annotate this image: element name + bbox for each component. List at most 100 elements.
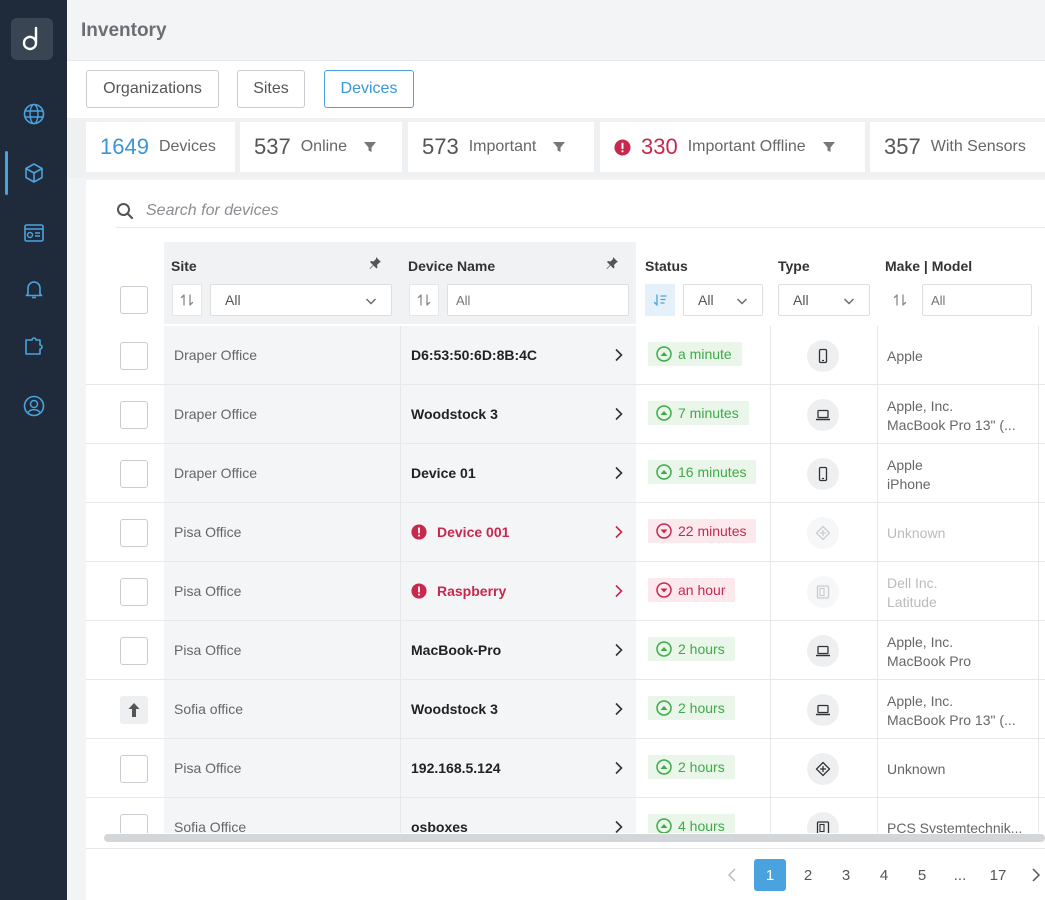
type-filter-select[interactable]: All xyxy=(778,284,870,316)
table-row[interactable]: Pisa Office Device 001 22 minutes Unknown xyxy=(86,503,1045,562)
site-cell: Draper Office xyxy=(174,465,257,481)
column-header-device-name[interactable]: Device Name xyxy=(408,258,496,274)
page-button[interactable]: 2 xyxy=(803,866,813,884)
sort-icon xyxy=(180,294,194,306)
table-row[interactable]: Pisa Office Raspberry an hour Dell Inc. Lati… xyxy=(86,562,1045,621)
chevron-left-icon xyxy=(727,868,736,882)
filter-icon[interactable] xyxy=(363,140,377,154)
stat-important-offline[interactable]: 330 Important Offline xyxy=(600,122,865,172)
row-checkbox[interactable] xyxy=(120,401,148,429)
table-row[interactable]: Pisa Office MacBook-Pro 2 hours Apple, Inc.… xyxy=(86,621,1045,680)
row-checkbox[interactable] xyxy=(120,637,148,665)
page-button[interactable]: 3 xyxy=(841,866,851,884)
devices-card: Site All Device Name Status All Type All… xyxy=(86,180,1045,900)
pagination: 1 2 3 4 5 ... 17 xyxy=(86,848,1045,900)
column-header-make-model[interactable]: Make | Model xyxy=(885,258,973,274)
page-button[interactable]: 4 xyxy=(879,866,889,884)
sort-desc-icon xyxy=(653,294,667,306)
sidebar-item-alerts[interactable] xyxy=(0,267,67,311)
tab-devices[interactable]: Devices xyxy=(324,70,414,108)
page-button[interactable]: 5 xyxy=(917,866,927,884)
column-header-type[interactable]: Type xyxy=(778,258,810,274)
page-button[interactable]: 17 xyxy=(989,866,1007,884)
sort-status-button[interactable] xyxy=(645,284,675,316)
page-button[interactable]: 1 xyxy=(754,859,786,891)
sort-device-name-button[interactable] xyxy=(409,284,439,316)
table-row[interactable]: Draper Office Woodstock 3 7 minutes Apple, … xyxy=(86,385,1045,444)
make-filter-input[interactable] xyxy=(922,284,1032,316)
chevron-right-icon[interactable] xyxy=(614,702,624,716)
device-name-cell[interactable]: 192.168.5.124 xyxy=(411,760,501,776)
status-text: 2 hours xyxy=(678,700,725,716)
pin-icon[interactable] xyxy=(605,256,619,270)
chevron-right-icon[interactable] xyxy=(614,466,624,480)
stat-label: Devices xyxy=(158,138,216,155)
row-checkbox[interactable] xyxy=(120,460,148,488)
status-filter-select[interactable]: All xyxy=(683,284,763,316)
prev-page-button[interactable] xyxy=(716,859,748,891)
table-row[interactable]: Draper Office Device 01 16 minutes Apple iPh… xyxy=(86,444,1045,503)
sort-site-button[interactable] xyxy=(172,284,202,316)
stat-online[interactable]: 537 Online xyxy=(240,122,402,172)
pin-icon[interactable] xyxy=(368,256,382,270)
tab-organizations[interactable]: Organizations xyxy=(86,70,219,108)
sidebar-item-account[interactable] xyxy=(0,384,67,428)
column-header-site[interactable]: Site xyxy=(171,258,197,274)
user-circle-icon xyxy=(23,395,44,417)
device-name-cell[interactable]: Device 01 xyxy=(411,465,476,481)
row-checkbox[interactable] xyxy=(120,342,148,370)
app-logo[interactable] xyxy=(11,18,53,60)
status-text: 7 minutes xyxy=(678,405,739,421)
stat-important[interactable]: 573 Important xyxy=(408,122,594,172)
row-checkbox[interactable] xyxy=(120,519,148,547)
device-name-cell[interactable]: MacBook-Pro xyxy=(411,642,501,658)
device-name-text: D6:53:50:6D:8B:4C xyxy=(411,347,538,363)
row-checkbox[interactable] xyxy=(120,755,148,783)
table-row[interactable]: Sofia Office osboxes 4 hours PCS Systemtech… xyxy=(86,798,1045,833)
site-filter-select[interactable]: All xyxy=(210,284,392,316)
stat-label: Important Offline xyxy=(687,138,806,155)
sidebar-item-globe[interactable] xyxy=(0,92,67,136)
table-row[interactable]: Pisa Office 192.168.5.124 2 hours Unknown xyxy=(86,739,1045,798)
cubes-icon xyxy=(24,163,43,183)
chevron-right-icon[interactable] xyxy=(614,348,624,362)
chevron-right-icon[interactable] xyxy=(614,407,624,421)
chevron-right-icon[interactable] xyxy=(614,584,624,598)
device-name-filter-input[interactable] xyxy=(447,284,629,316)
horizontal-scrollbar[interactable] xyxy=(104,834,1045,842)
sidebar-item-inventory[interactable] xyxy=(0,151,67,195)
device-name-cell[interactable]: Woodstock 3 xyxy=(411,406,498,422)
device-type-badge xyxy=(807,458,839,490)
sidebar-item-dashboard[interactable] xyxy=(0,211,67,255)
chevron-right-icon[interactable] xyxy=(614,820,624,833)
device-name-cell[interactable]: Raspberry xyxy=(411,583,506,599)
device-name-cell[interactable]: D6:53:50:6D:8B:4C xyxy=(411,347,537,363)
chevron-right-icon[interactable] xyxy=(614,525,624,539)
tab-sites[interactable]: Sites xyxy=(237,70,305,108)
sidebar-item-integrations[interactable] xyxy=(0,325,67,369)
upload-icon[interactable] xyxy=(120,696,148,724)
next-page-button[interactable] xyxy=(1020,859,1045,891)
row-checkbox[interactable] xyxy=(120,814,148,833)
search-input[interactable] xyxy=(146,201,546,220)
stat-count: 1649 xyxy=(100,134,149,159)
filter-icon[interactable] xyxy=(822,140,836,154)
table-row[interactable]: Draper Office D6:53:50:6D:8B:4C a minute Ap… xyxy=(86,326,1045,385)
stat-devices[interactable]: 1649 Devices xyxy=(86,122,235,172)
chevron-right-icon[interactable] xyxy=(614,761,624,775)
row-checkbox[interactable] xyxy=(120,578,148,606)
device-name-cell[interactable]: Device 001 xyxy=(411,524,509,540)
site-cell: Draper Office xyxy=(174,406,257,422)
device-name-cell[interactable]: Woodstock 3 xyxy=(411,701,498,717)
table-row[interactable]: Sofia office Woodstock 3 2 hours Apple, Inc… xyxy=(86,680,1045,739)
header: Inventory xyxy=(67,0,1045,60)
chevron-right-icon[interactable] xyxy=(614,643,624,657)
column-header-status[interactable]: Status xyxy=(645,258,688,274)
stat-with-sensors[interactable]: 357 With Sensors xyxy=(870,122,1045,172)
model-text: MacBook Pro 13" (... xyxy=(887,712,1016,728)
select-all-checkbox[interactable] xyxy=(120,286,148,314)
site-cell: Sofia office xyxy=(174,701,244,717)
device-name-cell[interactable]: osboxes xyxy=(411,819,468,833)
sort-make-button[interactable] xyxy=(885,284,915,316)
filter-icon[interactable] xyxy=(552,140,566,154)
